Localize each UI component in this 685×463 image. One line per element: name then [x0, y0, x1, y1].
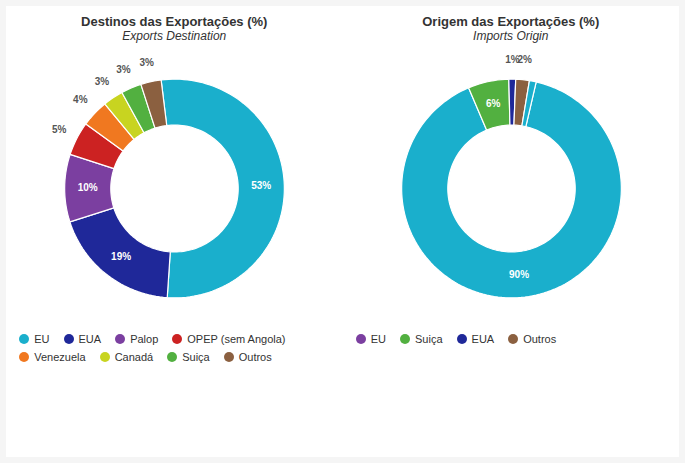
svg-text:4%: 4% — [73, 94, 88, 105]
html-text:Origem das Exportações (%): Origem das Exportações (%) — [422, 14, 600, 29]
html-text:Suiça: Suiça — [415, 333, 443, 345]
svg-text:6%: 6% — [486, 98, 501, 109]
html-text:Canadá: Canadá — [114, 351, 154, 363]
html-text:Palop: Palop — [130, 333, 159, 345]
html-text:OPEP (sem Angola): OPEP (sem Angola) — [187, 333, 286, 345]
html-text:Destinos das Exportações (%): Destinos das Exportações (%) — [81, 14, 268, 29]
svg-text:10%: 10% — [78, 182, 98, 193]
html-text:EU: EU — [34, 333, 50, 345]
svg-text:5%: 5% — [52, 124, 67, 135]
svg-text:53%: 53% — [251, 180, 271, 191]
svg-text:3%: 3% — [116, 64, 131, 75]
svg-text:3%: 3% — [95, 76, 110, 87]
svg-text:3%: 3% — [140, 57, 155, 68]
svg-text:19%: 19% — [111, 251, 131, 262]
svg-text:2%: 2% — [517, 54, 532, 65]
html-text:EUA: EUA — [471, 333, 495, 345]
html-text:Imports Origin: Imports Origin — [473, 29, 549, 43]
html-text:Venezuela: Venezuela — [34, 351, 86, 363]
html-text:Outros: Outros — [238, 351, 272, 363]
html-text:Exports Destination: Exports Destination — [122, 29, 227, 43]
html-text:Outros: Outros — [523, 333, 557, 345]
html-text:EU: EU — [370, 333, 386, 345]
html-text:Suiça: Suiça — [182, 351, 210, 363]
svg-text:1%: 1% — [504, 53, 520, 65]
svg-text:90%: 90% — [509, 269, 529, 280]
html-text:EUA: EUA — [78, 333, 102, 345]
